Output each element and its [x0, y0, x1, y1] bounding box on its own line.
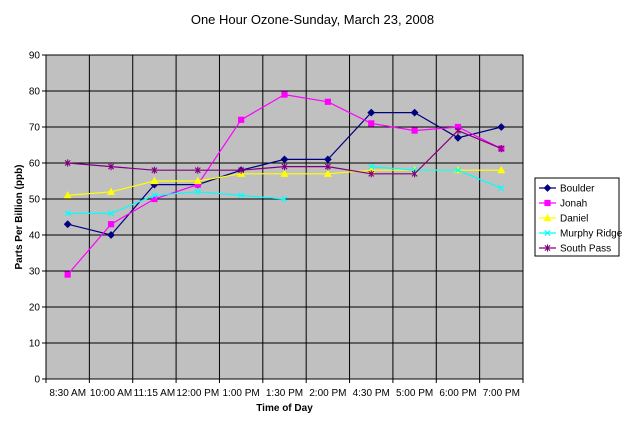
y-tick-label: 40 — [29, 231, 41, 242]
data-point-daniel — [63, 191, 72, 199]
x-tick-label: 1:00 PM — [223, 388, 260, 399]
y-tick-label: 70 — [29, 123, 41, 134]
series-layer — [63, 91, 506, 278]
data-point-boulder — [280, 155, 289, 164]
legend-item-south-pass: South Pass — [539, 244, 611, 255]
legend: Boulder Jonah Daniel Murphy Ridge South Pass — [534, 177, 623, 257]
data-point-south-pass — [324, 163, 331, 171]
data-point-murphy-ridge — [498, 185, 505, 192]
data-point-daniel — [497, 165, 506, 174]
data-point-murphy-ridge — [238, 192, 245, 199]
chart-title: One Hour Ozone-Sunday, March 23, 2008 — [190, 12, 435, 27]
data-point-daniel — [150, 176, 159, 185]
data-point-jonah — [151, 195, 158, 203]
x-axis-ticks: 8:30 AM 10:00 AM 11:15 AM 12:00 PM 1:00 PM 1:… — [45, 378, 524, 399]
legend-label-south-pass: South Pass — [560, 244, 611, 255]
legend-item-jonah: Jonah — [539, 199, 587, 210]
data-point-murphy-ridge — [194, 188, 201, 195]
x-axis-title: Time of Day — [256, 403, 313, 414]
data-point-south-pass — [281, 163, 288, 171]
data-point-south-pass — [498, 145, 505, 153]
data-point-south-pass — [411, 170, 418, 178]
data-point-boulder — [410, 108, 419, 117]
data-point-jonah — [281, 91, 288, 98]
y-tick-label: 50 — [29, 195, 41, 206]
data-point-jonah — [64, 271, 71, 278]
legend-marker-daniel — [543, 213, 552, 222]
legend-label-jonah: Jonah — [560, 199, 587, 210]
y-tick-label: 10 — [29, 339, 41, 350]
data-point-boulder — [323, 155, 332, 164]
data-point-murphy-ridge — [151, 192, 158, 199]
data-point-daniel — [323, 169, 332, 177]
legend-marker-south-pass — [544, 244, 551, 252]
y-axis-ticks: 0 10 20 30 40 50 60 70 80 90 — [29, 51, 47, 386]
x-tick-label: 7:00 PM — [483, 388, 520, 399]
legend-marker-murphy-ridge — [544, 229, 551, 237]
data-point-south-pass — [454, 127, 461, 135]
data-point-daniel — [280, 169, 289, 177]
series-south-pass — [64, 127, 505, 178]
legend-item-boulder: Boulder — [539, 184, 595, 195]
data-point-boulder — [107, 231, 115, 239]
legend-label-murphy-ridge: Murphy Ridge — [560, 229, 623, 240]
data-point-jonah — [411, 127, 418, 134]
legend-item-murphy-ridge: Murphy Ridge — [539, 229, 623, 240]
series-line-murphy-ridge — [67, 166, 502, 214]
x-tick-label: 11:15 AM — [134, 388, 176, 399]
x-tick-label: 2:00 PM — [309, 388, 346, 399]
x-tick-label: 10:00 AM — [90, 388, 132, 399]
data-point-murphy-ridge — [281, 195, 288, 203]
data-point-south-pass — [64, 159, 71, 167]
series-murphy-ridge — [64, 163, 505, 217]
y-tick-label: 80 — [29, 87, 41, 98]
data-point-murphy-ridge — [454, 167, 461, 174]
data-point-murphy-ridge — [64, 210, 71, 217]
legend-marker-jonah — [544, 199, 551, 207]
x-tick-label: 5:00 PM — [396, 388, 433, 399]
x-tick-label: 8:30 AM — [49, 388, 86, 399]
x-tick-label: 6:00 PM — [439, 388, 476, 399]
data-point-jonah — [107, 221, 115, 228]
x-tick-label: 12:00 PM — [176, 388, 219, 399]
data-point-murphy-ridge — [108, 210, 115, 217]
y-tick-label: 30 — [29, 267, 41, 278]
data-point-boulder — [454, 133, 462, 142]
legend-label-boulder: Boulder — [560, 184, 595, 195]
x-tick-label: 1:30 PM — [266, 388, 303, 399]
data-point-daniel — [106, 187, 116, 195]
data-point-boulder — [367, 108, 376, 117]
data-point-south-pass — [238, 166, 245, 174]
data-point-boulder — [497, 123, 506, 131]
x-tick-label: 4:30 PM — [353, 388, 390, 399]
data-point-murphy-ridge — [368, 163, 375, 170]
legend-item-daniel: Daniel — [539, 214, 588, 225]
data-point-south-pass — [194, 166, 201, 174]
y-tick-label: 20 — [29, 303, 41, 314]
legend-marker-boulder — [543, 184, 552, 192]
data-point-boulder — [63, 220, 72, 229]
data-point-jonah — [238, 116, 245, 123]
data-point-daniel — [193, 176, 202, 185]
data-point-jonah — [324, 98, 331, 105]
y-axis-title: Parts Per Billion (ppb) — [14, 164, 25, 269]
y-tick-label: 0 — [34, 375, 40, 386]
plot-area — [45, 54, 524, 380]
y-tick-label: 90 — [29, 51, 41, 62]
data-point-south-pass — [151, 166, 158, 174]
data-point-south-pass — [368, 170, 375, 178]
legend-label-daniel: Daniel — [560, 214, 588, 225]
data-point-jonah — [368, 120, 375, 127]
y-tick-label: 60 — [29, 159, 41, 170]
data-point-south-pass — [108, 163, 115, 171]
